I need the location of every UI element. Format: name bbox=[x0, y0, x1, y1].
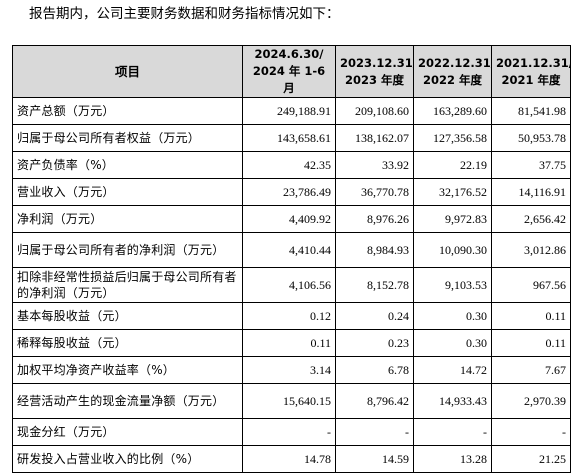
row-value: 9,972.83 bbox=[413, 205, 492, 233]
row-value: - bbox=[335, 418, 414, 446]
row-label: 稀释每股收益（元） bbox=[12, 329, 243, 357]
row-value: 209,108.60 bbox=[335, 97, 414, 125]
row-value: 4,106.56 bbox=[242, 267, 336, 303]
row-value: 15,640.15 bbox=[242, 383, 336, 419]
row-value: 14.59 bbox=[335, 445, 414, 473]
row-value: 3,012.86 bbox=[491, 232, 571, 268]
row-value: 32,176.52 bbox=[413, 178, 492, 206]
row-label: 基本每股收益（元） bbox=[12, 302, 243, 330]
row-value: 6.78 bbox=[335, 356, 414, 384]
row-value: 14,933.43 bbox=[413, 383, 492, 419]
row-value: 2,656.42 bbox=[491, 205, 571, 233]
table-body: 资产总额（万元） 249,188.91 209,108.60 163,289.60 81… bbox=[12, 97, 571, 473]
row-value: 0.12 bbox=[242, 302, 336, 330]
row-value: 3.14 bbox=[242, 356, 336, 384]
row-value: - bbox=[413, 418, 492, 446]
row-value: 10,090.30 bbox=[413, 232, 492, 268]
row-value: 143,658.61 bbox=[242, 124, 336, 152]
row-label: 扣除非经常性损益后归属于母公司所有者的净利润（万元） bbox=[12, 267, 243, 303]
row-value: 163,289.60 bbox=[413, 97, 492, 125]
row-value: 2,970.39 bbox=[491, 383, 571, 419]
row-value: 21.25 bbox=[491, 445, 571, 473]
table-row: 资产负债率（%） 42.35 33.92 22.19 37.75 bbox=[12, 151, 571, 179]
financial-table: 项目 2024.6.30/2024 年 1-6 月 2023.12.31/202… bbox=[12, 45, 571, 473]
header-period-label: 2024 年 1-6 月 bbox=[252, 64, 326, 95]
row-label: 加权平均净资产收益率（%） bbox=[12, 356, 243, 384]
row-value: 22.19 bbox=[413, 151, 492, 179]
row-value: 127,356.58 bbox=[413, 124, 492, 152]
row-value: 37.75 bbox=[491, 151, 571, 179]
row-value: 4,410.44 bbox=[242, 232, 336, 268]
row-label: 净利润（万元） bbox=[12, 205, 243, 233]
header-period-label: 2022 年度 bbox=[422, 72, 482, 87]
header-period-date: 2022.12.31/ bbox=[418, 55, 492, 70]
row-value: 0.11 bbox=[242, 329, 336, 357]
table-row: 净利润（万元） 4,409.92 8,976.26 9,972.83 2,656.42 bbox=[12, 205, 571, 233]
table-row: 资产总额（万元） 249,188.91 209,108.60 163,289.60 81… bbox=[12, 97, 571, 125]
row-value: 8,976.26 bbox=[335, 205, 414, 233]
header-period: 2022.12.31/2022 年度 bbox=[413, 45, 492, 98]
row-value: 0.11 bbox=[491, 302, 571, 330]
row-label: 资产负债率（%） bbox=[12, 151, 243, 179]
row-label: 研发投入占营业收入的比例（%） bbox=[12, 445, 243, 473]
table-row: 稀释每股收益（元） 0.11 0.23 0.30 0.11 bbox=[12, 329, 571, 357]
row-value: 23,786.49 bbox=[242, 178, 336, 206]
table-row: 归属于母公司所有者的净利润（万元） 4,410.44 8,984.93 10,090.… bbox=[12, 232, 571, 268]
table-row: 营业收入（万元） 23,786.49 36,770.78 32,176.52 14,11… bbox=[12, 178, 571, 206]
table-row: 归属于母公司所有者权益（万元） 143,658.61 138,162.07 127,3… bbox=[12, 124, 571, 152]
row-label: 归属于母公司所有者权益（万元） bbox=[12, 124, 243, 152]
row-value: 14,116.91 bbox=[491, 178, 571, 206]
row-value: 967.56 bbox=[491, 267, 571, 303]
row-label: 营业收入（万元） bbox=[12, 178, 243, 206]
row-value: 4,409.92 bbox=[242, 205, 336, 233]
header-period-date: 2023.12.31/ bbox=[340, 55, 414, 70]
row-value: 14.78 bbox=[242, 445, 336, 473]
row-value: 14.72 bbox=[413, 356, 492, 384]
row-value: - bbox=[491, 418, 571, 446]
header-period-label: 2023 年度 bbox=[344, 72, 404, 87]
row-label: 经营活动产生的现金流量净额（万元） bbox=[12, 383, 243, 419]
row-value: 81,541.98 bbox=[491, 97, 571, 125]
row-label: 资产总额（万元） bbox=[12, 97, 243, 125]
row-value: 0.30 bbox=[413, 329, 492, 357]
row-value: 7.67 bbox=[491, 356, 571, 384]
row-value: 8,984.93 bbox=[335, 232, 414, 268]
row-value: 249,188.91 bbox=[242, 97, 336, 125]
table-row: 研发投入占营业收入的比例（%） 14.78 14.59 13.28 21.25 bbox=[12, 445, 571, 473]
header-period-date: 2024.6.30/ bbox=[254, 47, 324, 61]
intro-text: 报告期内，公司主要财务数据和财务指标情况如下： bbox=[29, 6, 340, 22]
row-label: 现金分红（万元） bbox=[12, 418, 243, 446]
row-value: 42.35 bbox=[242, 151, 336, 179]
row-value: 9,103.53 bbox=[413, 267, 492, 303]
table-row: 扣除非经常性损益后归属于母公司所有者的净利润（万元） 4,106.56 8,152.… bbox=[12, 267, 571, 303]
row-value: 0.30 bbox=[413, 302, 492, 330]
row-value: 50,953.78 bbox=[491, 124, 571, 152]
row-value: 8,152.78 bbox=[335, 267, 414, 303]
row-value: 0.11 bbox=[491, 329, 571, 357]
row-value: - bbox=[242, 418, 336, 446]
row-value: 0.23 bbox=[335, 329, 414, 357]
row-value: 13.28 bbox=[413, 445, 492, 473]
header-item: 项目 bbox=[12, 45, 243, 98]
row-value: 36,770.78 bbox=[335, 178, 414, 206]
header-period: 2021.12.31/2021 年度 bbox=[491, 45, 571, 98]
table-row: 加权平均净资产收益率（%） 3.14 6.78 14.72 7.67 bbox=[12, 356, 571, 384]
table-row: 经营活动产生的现金流量净额（万元） 15,640.15 8,796.42 14,933… bbox=[12, 383, 571, 419]
table-row: 基本每股收益（元） 0.12 0.24 0.30 0.11 bbox=[12, 302, 571, 330]
row-value: 8,796.42 bbox=[335, 383, 414, 419]
row-value: 138,162.07 bbox=[335, 124, 414, 152]
table-row: 现金分红（万元） - - - - bbox=[12, 418, 571, 446]
row-value: 33.92 bbox=[335, 151, 414, 179]
header-period-date: 2021.12.31/ bbox=[496, 55, 571, 70]
row-label: 归属于母公司所有者的净利润（万元） bbox=[12, 232, 243, 268]
header-period-label: 2021 年度 bbox=[501, 72, 561, 87]
row-value: 0.24 bbox=[335, 302, 414, 330]
header-period: 2024.6.30/2024 年 1-6 月 bbox=[242, 45, 336, 98]
header-period: 2023.12.31/2023 年度 bbox=[335, 45, 414, 98]
table-header-row: 项目 2024.6.30/2024 年 1-6 月 2023.12.31/202… bbox=[12, 45, 571, 98]
